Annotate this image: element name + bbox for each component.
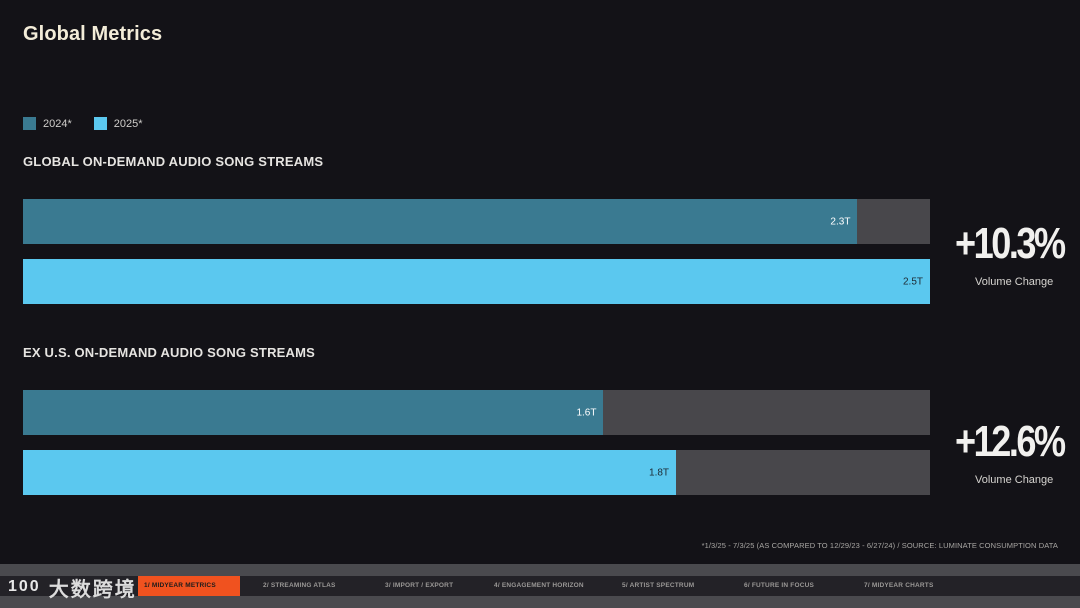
nav-item-midyear-metrics[interactable]: 1/ MIDYEAR METRICS <box>138 576 240 596</box>
bar-label-exus-2024: 1.6T <box>576 407 597 418</box>
bar-track-exus-2024: 1.6T <box>23 390 930 435</box>
footnote: *1/3/25 - 7/3/25 (AS COMPARED TO 12/29/2… <box>701 541 1058 550</box>
nav-item-engagement-horizon[interactable]: 4/ ENGAGEMENT HORIZON <box>494 582 584 589</box>
logo-mark-icon: 100 <box>8 578 41 595</box>
bar-label-global-2025: 2.5T <box>902 276 923 287</box>
watermark-logo: 100 大数跨境 <box>8 574 137 601</box>
nav-top-strip <box>0 564 1080 576</box>
change-label-exus: Volume Change <box>975 474 1054 486</box>
chart-title-exus: EX U.S. ON-DEMAND AUDIO SONG STREAMS <box>23 345 316 360</box>
nav-bottom-strip <box>0 596 1080 608</box>
change-value-exus: +12.6% <box>955 417 1066 466</box>
nav-item-midyear-charts[interactable]: 7/ MIDYEAR CHARTS <box>864 582 934 589</box>
legend-swatch-2024 <box>23 117 36 130</box>
logo-text: 大数跨境 <box>48 578 137 601</box>
bar-global-2025: 2.5T <box>23 259 930 304</box>
change-value-global: +10.3% <box>955 219 1066 268</box>
bar-exus-2024: 1.6T <box>23 390 604 435</box>
legend-item-2024: 2024* <box>23 117 72 130</box>
legend-swatch-2025 <box>93 117 107 130</box>
chart-title-global: GLOBAL ON-DEMAND AUDIO SONG STREAMS <box>23 154 324 169</box>
bar-track-exus-2025: 1.8T <box>23 450 930 495</box>
nav-item-future-in-focus[interactable]: 6/ FUTURE IN FOCUS <box>744 582 815 589</box>
legend: 2024* 2025* <box>23 117 165 130</box>
bar-label-global-2024: 2.3T <box>830 216 851 227</box>
nav-item-artist-spectrum[interactable]: 5/ ARTIST SPECTRUM <box>622 582 695 589</box>
nav-item-import-export[interactable]: 3/ IMPORT / EXPORT <box>385 582 454 589</box>
bar-global-2024: 2.3T <box>23 199 858 244</box>
legend-label-2024: 2024* <box>43 117 72 130</box>
bar-track-global-2024: 2.3T <box>23 199 930 244</box>
bar-label-exus-2025: 1.8T <box>649 467 670 478</box>
legend-label-2025: 2025* <box>113 117 143 130</box>
page-title: Global Metrics <box>23 23 163 45</box>
section-nav-bar <box>0 576 1080 596</box>
bar-exus-2025: 1.8T <box>23 450 677 495</box>
bar-track-global-2025: 2.5T <box>23 259 930 304</box>
nav-item-streaming-atlas[interactable]: 2/ STREAMING ATLAS <box>263 582 336 589</box>
change-label-global: Volume Change <box>975 276 1054 288</box>
legend-item-2025: 2025* <box>93 117 143 130</box>
